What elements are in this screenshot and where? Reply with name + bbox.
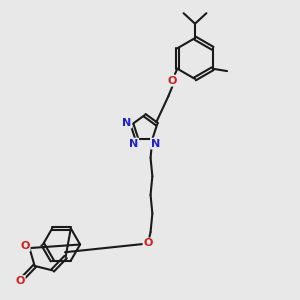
Text: N: N	[151, 139, 160, 148]
Text: O: O	[15, 276, 25, 286]
Text: O: O	[143, 238, 153, 248]
Text: N: N	[129, 139, 138, 148]
Text: O: O	[20, 241, 30, 251]
Text: O: O	[167, 76, 177, 86]
Text: N: N	[122, 118, 131, 128]
